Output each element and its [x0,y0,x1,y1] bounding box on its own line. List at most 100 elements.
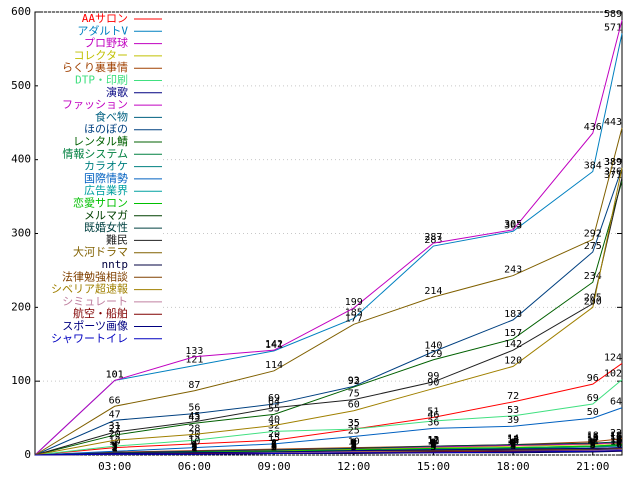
data-label: 3 [191,442,197,453]
y-tick-label: 200 [11,300,31,313]
data-label: 99 [427,371,439,382]
legend-label: ファッション [62,98,128,111]
data-label: 7 [616,439,622,450]
data-label: 56 [188,403,200,414]
legend-bg [38,259,163,272]
legend-label: プロ野球 [84,36,128,50]
data-label: 5 [590,440,596,451]
legend-label: 大河ドラマ [73,245,128,259]
legend-label: 恋愛サロン [73,196,128,210]
legend-label: メルマガ [84,209,128,222]
data-label: 114 [265,360,283,371]
series-line [34,441,623,456]
data-label: 5 [351,440,357,451]
data-label: 6 [616,440,622,451]
legend-bg [38,172,163,186]
data-label: 12 [427,435,439,446]
series-line [34,33,623,456]
legend-label: 国際情勢 [84,171,128,185]
legend-bg [38,197,163,210]
data-label: 93 [348,375,360,386]
legend-label: コレクター [73,49,128,62]
data-label: 2 [112,443,118,454]
data-label: 6 [590,440,596,451]
data-label: 292 [584,228,602,239]
data-label: 10 [427,437,439,448]
legend-label: 航空・船舶 [73,306,128,320]
data-label: 87 [188,380,200,391]
legend-bg [38,136,163,149]
data-label: 7 [351,439,357,450]
data-label: 15 [188,433,200,444]
data-label: 14 [507,434,519,445]
x-tick-label: 12:00 [337,460,370,473]
data-label: 12 [507,435,519,446]
legend-label: シベリア超速報 [51,282,128,296]
legend-label: スポーツ画像 [62,320,128,333]
data-label: 183 [504,309,522,320]
legend-bg [38,160,163,173]
legend-label: 難民 [106,233,128,246]
data-label: 17 [610,431,622,442]
x-tick-label: 09:00 [257,460,290,473]
data-label: 8 [510,438,516,449]
legend-bg [38,222,163,235]
data-label: 185 [345,307,363,318]
data-label: 4 [430,441,436,452]
data-label: 5 [191,440,197,451]
legend-label: 既婚女性 [84,220,128,234]
data-label: 43 [188,412,200,423]
data-label: 16 [610,432,622,443]
x-tick-label: 06:00 [178,460,211,473]
data-label: 371 [604,170,622,181]
data-label: 1 [191,443,197,454]
data-label: 92 [348,376,360,387]
data-label: 25 [348,426,360,437]
data-label: 3 [271,442,277,453]
data-label: 443 [604,117,622,128]
data-label: 47 [109,409,121,420]
y-tick-label: 500 [11,79,31,92]
legend-label: カラオケ [84,160,128,173]
data-label: 66 [109,395,121,406]
data-label: 200 [584,296,602,307]
data-label: 2 [191,443,197,454]
legend-bg [38,86,163,100]
legend-label: シャワートイレ [51,332,128,345]
data-label: 3 [271,442,277,453]
legend-bg [38,148,163,161]
data-label: 2 [112,443,118,454]
data-label: 8 [430,438,436,449]
legend-bg [38,209,163,223]
data-label: 12 [610,435,622,446]
data-label: 4 [191,441,197,452]
legend-bg [38,111,163,124]
data-label: 5 [112,440,118,451]
data-label: 3 [112,442,118,453]
legend-bg [38,37,163,50]
data-label: 69 [587,393,599,404]
legend-bg [38,123,163,136]
legend-label: 法律勉強相談 [62,269,128,283]
data-label: 2 [271,443,277,454]
data-label: 14 [610,434,622,445]
data-label: 4 [191,441,197,452]
data-label: 50 [587,407,599,418]
series-line [34,127,623,456]
data-label: 102 [604,369,622,380]
data-label: 10 [610,437,622,448]
data-label: 10 [507,437,519,448]
data-label: 436 [584,122,602,133]
data-label: 6 [351,440,357,451]
legend-bg [38,74,163,87]
data-label: 64 [268,397,280,408]
data-label: 157 [504,328,522,339]
series-line [34,177,623,456]
legend-label: 情報システム [62,147,128,160]
data-label: 90 [427,378,439,389]
data-label: 4 [271,441,277,452]
data-label: 2 [351,443,357,454]
data-label: 133 [185,346,203,357]
data-label: 1 [112,443,118,454]
data-label: 1 [112,443,118,454]
